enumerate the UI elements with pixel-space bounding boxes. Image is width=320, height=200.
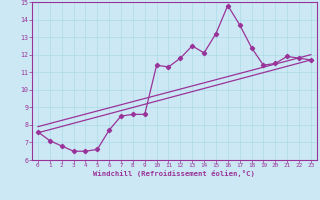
X-axis label: Windchill (Refroidissement éolien,°C): Windchill (Refroidissement éolien,°C) xyxy=(93,170,255,177)
